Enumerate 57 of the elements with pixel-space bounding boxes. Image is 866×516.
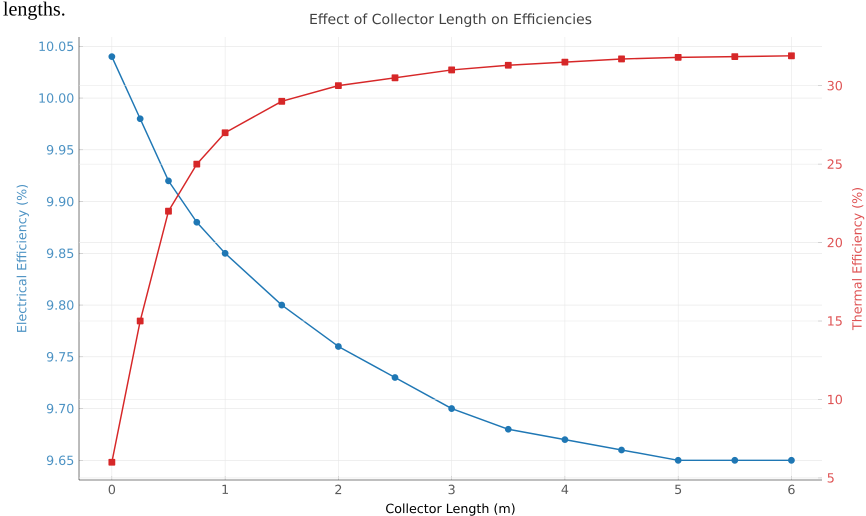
chart-title: Effect of Collector Length on Efficiencies <box>310 13 592 27</box>
point <box>788 52 795 60</box>
y-tick-label: 10.05 <box>39 42 74 52</box>
point <box>674 54 682 61</box>
point <box>731 456 738 464</box>
y-tick-label: 9.90 <box>46 196 74 206</box>
point <box>392 374 398 381</box>
point <box>278 302 286 308</box>
y-tick-label: 10.00 <box>39 93 74 103</box>
point <box>193 218 200 226</box>
y-tick-label: 9.70 <box>46 404 74 414</box>
point <box>334 82 342 90</box>
y-tick-label: 9.75 <box>46 352 74 362</box>
x-tick-label: 3 <box>448 484 455 494</box>
point <box>193 160 200 168</box>
point <box>562 436 568 444</box>
point <box>108 53 116 60</box>
point <box>618 446 625 454</box>
point <box>731 53 738 60</box>
y2-tick-label: 20 <box>828 238 842 248</box>
y2-axis-title: Thermal Efficiency (%) <box>852 188 864 330</box>
x-tick-label: 2 <box>335 484 342 494</box>
y2-tick-label: 25 <box>828 159 842 169</box>
y-axis-title: Electrical Efficiency (%) <box>16 184 29 332</box>
point <box>504 62 512 69</box>
point <box>222 250 229 257</box>
point <box>108 458 116 466</box>
y-tick-label: 9.95 <box>46 145 74 155</box>
y2-tick-label: 5 <box>828 473 834 483</box>
y2-tick-label: 15 <box>828 316 842 326</box>
y-tick-label: 9.65 <box>46 456 74 466</box>
point <box>334 343 342 350</box>
text: lengths. <box>3 2 64 20</box>
point <box>562 58 568 66</box>
x-tick-label: 1 <box>222 484 228 494</box>
x-tick-label: 0 <box>108 484 116 494</box>
x-tick-label: 6 <box>788 484 795 494</box>
y2-tick-label: 30 <box>828 80 842 90</box>
y-tick-label: 9.80 <box>46 300 74 310</box>
point <box>618 56 625 62</box>
point <box>136 115 144 122</box>
point <box>674 456 682 464</box>
point <box>222 129 229 136</box>
point <box>278 98 286 105</box>
point <box>504 426 512 433</box>
x-axis-title: Collector Length (m) <box>386 503 515 516</box>
point <box>165 208 172 215</box>
point <box>165 177 172 184</box>
point <box>136 318 144 324</box>
y-tick-label: 9.85 <box>46 248 74 258</box>
point <box>448 66 456 74</box>
x-tick-label: 5 <box>675 484 682 494</box>
point <box>448 405 456 412</box>
point <box>392 74 398 82</box>
x-tick-label: 4 <box>562 484 568 494</box>
point <box>788 456 795 464</box>
y2-tick-label: 10 <box>828 394 842 404</box>
